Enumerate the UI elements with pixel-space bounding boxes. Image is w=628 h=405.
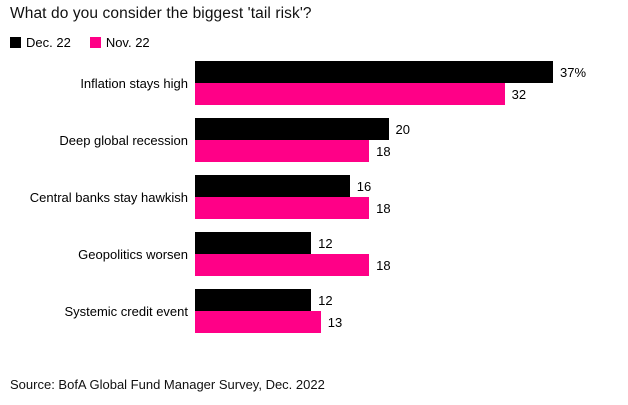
bar-pair: 20 18 (195, 118, 628, 162)
value-label: 12 (318, 292, 333, 308)
bar-row-nov-22: 18 (195, 197, 628, 219)
value-label: 32 (511, 86, 527, 102)
bar-row-nov-22: 13 (195, 311, 628, 333)
category-label: Geopolitics worsen (78, 246, 188, 262)
bar-row-nov-22: 18 (195, 140, 628, 162)
bar-row-dec-22: 16 (195, 175, 628, 197)
bar-nov-22 (195, 254, 370, 276)
bar-nov-22 (195, 83, 505, 105)
bar-pair: 16 18 (195, 175, 628, 219)
bar-dec-22 (195, 118, 389, 140)
bar-row-nov-22: 32 (195, 83, 628, 105)
category-label: Central banks stay hawkish (29, 189, 188, 205)
value-label: 18 (376, 143, 391, 159)
value-label: 20 (395, 121, 410, 137)
chart-title: What do you consider the biggest 'tail r… (10, 5, 312, 22)
legend-label-nov-22: Nov. 22 (105, 35, 150, 50)
bar-dec-22 (195, 175, 350, 197)
bar-pair: 37% 32 (195, 61, 628, 105)
bar-chart: Inflation stays high 37% 32 Deep global rec… (0, 61, 628, 333)
value-label: 37% (560, 64, 587, 80)
category-label: Inflation stays high (80, 75, 188, 91)
value-label: 12 (318, 235, 333, 251)
bar-row-dec-22: 12 (195, 289, 628, 311)
bar-dec-22 (195, 232, 312, 254)
legend-swatch-nov-22 (89, 37, 101, 48)
bar-row-dec-22: 12 (195, 232, 628, 254)
legend: Dec. 22 Nov. 22 (10, 35, 150, 50)
value-label: 18 (376, 200, 391, 216)
chart-row-deep-global-recession: Deep global recession 20 18 (0, 118, 628, 162)
chart-row-central-banks-stay-hawkish: Central banks stay hawkish 16 18 (0, 175, 628, 219)
value-label: 16 (356, 178, 372, 194)
bar-nov-22 (195, 140, 370, 162)
source-note: Source: BofA Global Fund Manager Survey,… (10, 377, 325, 392)
category-label: Deep global recession (59, 132, 188, 148)
bar-row-dec-22: 20 (195, 118, 628, 140)
bar-nov-22 (195, 311, 321, 333)
legend-item-nov-22: Nov. 22 (89, 35, 150, 50)
bar-pair: 12 13 (195, 289, 628, 333)
category-label: Systemic credit event (64, 303, 188, 319)
bar-dec-22 (195, 289, 312, 311)
chart-row-inflation-stays-high: Inflation stays high 37% 32 (0, 61, 628, 105)
legend-swatch-dec-22 (10, 37, 21, 48)
chart-row-systemic-credit-event: Systemic credit event 12 13 (0, 289, 628, 333)
bar-dec-22 (195, 61, 553, 83)
bar-pair: 12 18 (195, 232, 628, 276)
legend-label-dec-22: Dec. 22 (26, 35, 71, 50)
value-label: 18 (376, 257, 391, 273)
legend-item-dec-22: Dec. 22 (10, 35, 71, 50)
bar-row-dec-22: 37% (195, 61, 628, 83)
bar-nov-22 (195, 197, 370, 219)
bar-row-nov-22: 18 (195, 254, 628, 276)
value-label: 13 (327, 314, 343, 330)
chart-row-geopolitics-worsen: Geopolitics worsen 12 18 (0, 232, 628, 276)
